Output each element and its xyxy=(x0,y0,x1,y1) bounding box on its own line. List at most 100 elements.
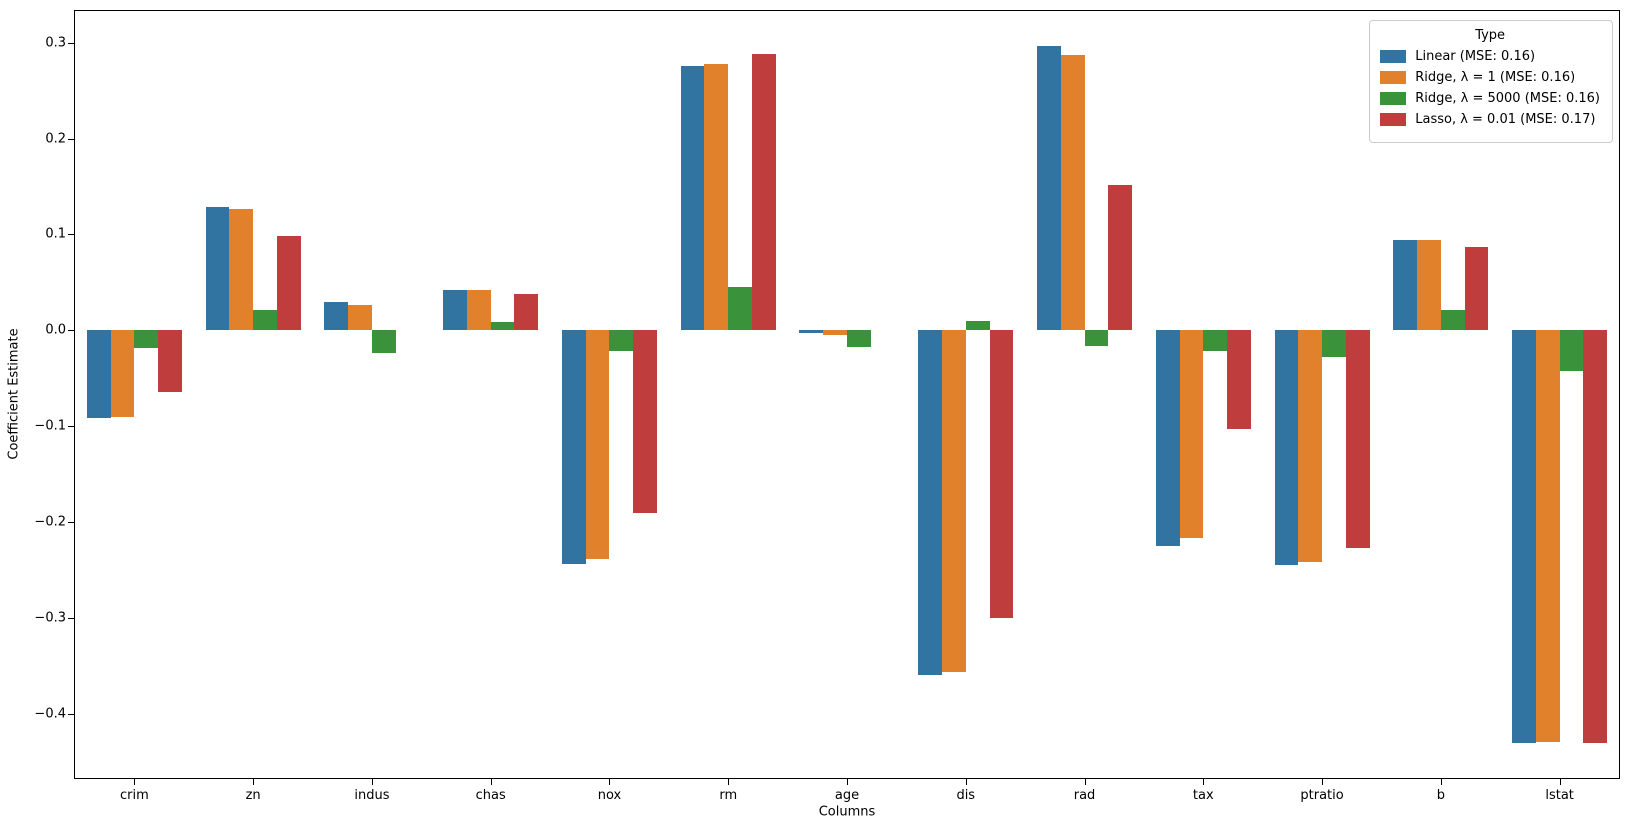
bar-b-series-3 xyxy=(1464,246,1489,331)
x-tick-mark xyxy=(371,779,373,785)
bar-rad-series-2 xyxy=(1084,330,1109,346)
x-tick-mark xyxy=(1322,779,1324,785)
bar-dis-series-0 xyxy=(918,330,942,676)
bar-lstat-series-0 xyxy=(1512,330,1536,743)
y-tick-label: −0.2 xyxy=(34,514,66,530)
bar-dis-series-1 xyxy=(942,330,966,672)
x-axis-label: Columns xyxy=(818,804,876,820)
bar-ptratio-series-0 xyxy=(1274,330,1299,566)
bar-rad-series-0 xyxy=(1037,45,1061,331)
bar-tax-series-3 xyxy=(1227,330,1251,429)
bar-b-series-1 xyxy=(1417,240,1441,331)
y-tick-mark xyxy=(68,713,74,715)
legend-title: Type xyxy=(1475,28,1506,43)
bar-tax-series-0 xyxy=(1155,330,1180,546)
bar-rm-series-0 xyxy=(680,65,705,331)
x-tick-mark xyxy=(253,779,255,785)
bar-tax-series-2 xyxy=(1203,330,1228,352)
x-tick-mark xyxy=(728,779,730,785)
bar-crim-series-2 xyxy=(134,330,159,348)
bar-indus-series-2 xyxy=(371,330,396,354)
bar-b-series-2 xyxy=(1440,310,1465,331)
bar-ptratio-series-1 xyxy=(1298,330,1323,563)
y-tick-label: −0.1 xyxy=(34,418,66,434)
bar-chas-series-3 xyxy=(514,293,539,331)
bar-ptratio-series-2 xyxy=(1322,330,1346,358)
x-tick-label-tax: tax xyxy=(1192,788,1214,803)
legend-item-2: Ridge, λ = 5000 (MSE: 0.16) xyxy=(1380,91,1600,106)
bar-zn-series-2 xyxy=(253,310,277,331)
x-tick-label-b: b xyxy=(1436,788,1445,803)
x-tick-mark xyxy=(1084,779,1086,785)
x-tick-label-nox: nox xyxy=(597,788,622,803)
bar-nox-series-2 xyxy=(609,330,634,352)
bar-nox-series-0 xyxy=(561,330,586,565)
bar-chas-series-1 xyxy=(466,289,491,331)
bar-rm-series-1 xyxy=(704,63,729,331)
bar-dis-series-2 xyxy=(965,320,990,331)
bar-nox-series-3 xyxy=(633,330,657,514)
x-tick-label-ptratio: ptratio xyxy=(1300,788,1344,803)
x-tick-mark xyxy=(1440,779,1442,785)
bar-rm-series-2 xyxy=(728,287,752,331)
bar-crim-series-3 xyxy=(158,330,182,392)
y-tick-mark xyxy=(68,234,74,236)
y-tick-label: −0.3 xyxy=(34,610,66,626)
x-tick-mark xyxy=(847,779,848,785)
x-tick-mark xyxy=(1559,779,1561,785)
bar-rm-series-3 xyxy=(751,54,776,331)
bar-age-series-2 xyxy=(847,330,871,347)
y-tick-label: 0.0 xyxy=(45,322,66,338)
y-tick-mark xyxy=(68,522,74,523)
bar-chas-series-2 xyxy=(490,321,515,331)
bar-lstat-series-3 xyxy=(1583,330,1608,744)
bar-zn-series-3 xyxy=(276,236,301,331)
legend-label: Ridge, λ = 5000 (MSE: 0.16) xyxy=(1415,91,1600,106)
y-tick-label: 0.2 xyxy=(45,131,66,146)
legend-swatch-icon xyxy=(1380,71,1407,84)
y-axis-label: Coefficient Estimate xyxy=(6,328,22,460)
legend-item-0: Linear (MSE: 0.16) xyxy=(1380,49,1600,64)
x-tick-label-crim: crim xyxy=(119,788,149,803)
x-tick-label-dis: dis xyxy=(956,788,976,803)
bar-chas-series-0 xyxy=(443,289,467,331)
bar-age-series-1 xyxy=(823,330,847,336)
bar-indus-series-1 xyxy=(348,305,372,331)
plot-area: Type Linear (MSE: 0.16) Ridge, λ = 1 (MSE:… xyxy=(74,10,1620,779)
bar-zn-series-0 xyxy=(205,206,230,331)
x-tick-label-zn: zn xyxy=(245,788,261,803)
bar-crim-series-0 xyxy=(86,330,111,419)
legend-item-1: Ridge, λ = 1 (MSE: 0.16) xyxy=(1380,70,1600,85)
bar-lstat-series-2 xyxy=(1559,330,1584,372)
bar-rad-series-3 xyxy=(1108,185,1133,331)
x-tick-mark xyxy=(965,779,967,785)
legend-swatch-icon xyxy=(1380,50,1407,63)
bar-indus-series-0 xyxy=(324,302,349,331)
x-tick-label-rad: rad xyxy=(1073,788,1096,803)
bar-age-series-0 xyxy=(799,330,824,334)
legend-swatch-icon xyxy=(1380,113,1407,126)
y-tick-mark xyxy=(68,426,74,428)
legend-label: Lasso, λ = 0.01 (MSE: 0.17) xyxy=(1415,112,1596,127)
y-tick-label: 0.3 xyxy=(45,35,66,51)
y-tick-mark xyxy=(68,42,74,44)
x-tick-mark xyxy=(490,779,492,785)
legend: Type Linear (MSE: 0.16) Ridge, λ = 1 (MSE:… xyxy=(1369,20,1613,143)
x-tick-label-chas: chas xyxy=(475,788,506,803)
x-tick-mark xyxy=(134,779,136,785)
y-tick-mark xyxy=(68,330,74,332)
y-tick-label: 0.1 xyxy=(45,226,66,242)
legend-label: Linear (MSE: 0.16) xyxy=(1415,49,1536,64)
bar-rad-series-1 xyxy=(1060,55,1085,331)
bar-crim-series-1 xyxy=(110,330,135,418)
y-tick-mark xyxy=(68,617,74,619)
bar-nox-series-1 xyxy=(585,330,610,560)
bar-b-series-0 xyxy=(1393,240,1418,331)
x-tick-label-indus: indus xyxy=(354,788,390,803)
x-tick-mark xyxy=(1203,779,1205,785)
legend-label: Ridge, λ = 1 (MSE: 0.16) xyxy=(1415,70,1576,85)
x-tick-mark xyxy=(609,779,611,785)
y-tick-mark xyxy=(68,138,74,140)
bar-ptratio-series-3 xyxy=(1345,330,1370,548)
